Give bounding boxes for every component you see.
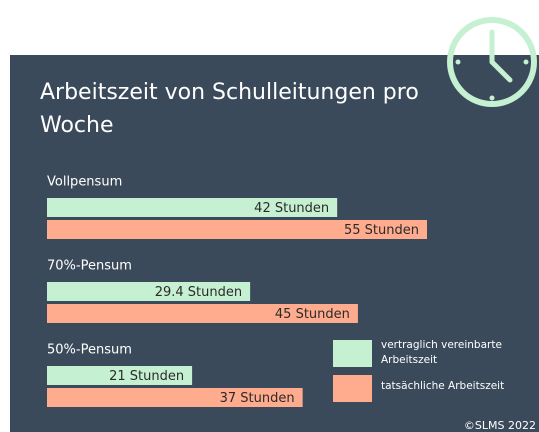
value-label: 45 Stunden — [275, 307, 350, 322]
value-label: 29.4 Stunden — [155, 285, 242, 300]
group-label: Vollpensum — [47, 175, 122, 190]
clock-icon — [447, 17, 537, 107]
bar — [47, 282, 251, 301]
legend-text-box: vertraglich vereinbarte Arbeitszeit — [381, 339, 502, 366]
bar — [47, 366, 193, 385]
value-label: 55 Stunden — [344, 223, 419, 238]
legend-swatch — [333, 340, 372, 367]
bar — [47, 220, 427, 239]
title-box: Arbeitszeit von Schulleitungen pro Woche — [40, 80, 419, 138]
legend-label: vertraglich vereinbarte Arbeitszeit — [381, 339, 502, 366]
legend-text-box: tatsächliche Arbeitszeit — [381, 380, 505, 392]
legend-label: tatsächliche Arbeitszeit — [381, 380, 505, 392]
value-label: 37 Stunden — [220, 391, 295, 406]
group-label: 70%-Pensum — [47, 259, 132, 274]
chart-title: Arbeitszeit von Schulleitungen pro Woche — [40, 80, 419, 138]
bar — [47, 304, 358, 323]
value-label: 21 Stunden — [109, 369, 184, 384]
legend-swatch — [333, 375, 372, 402]
copyright: ©SLMS 2022 — [464, 419, 536, 432]
bar — [47, 198, 338, 217]
value-label: 42 Stunden — [254, 201, 329, 216]
group-label: 50%-Pensum — [47, 343, 132, 358]
bar — [47, 388, 303, 407]
